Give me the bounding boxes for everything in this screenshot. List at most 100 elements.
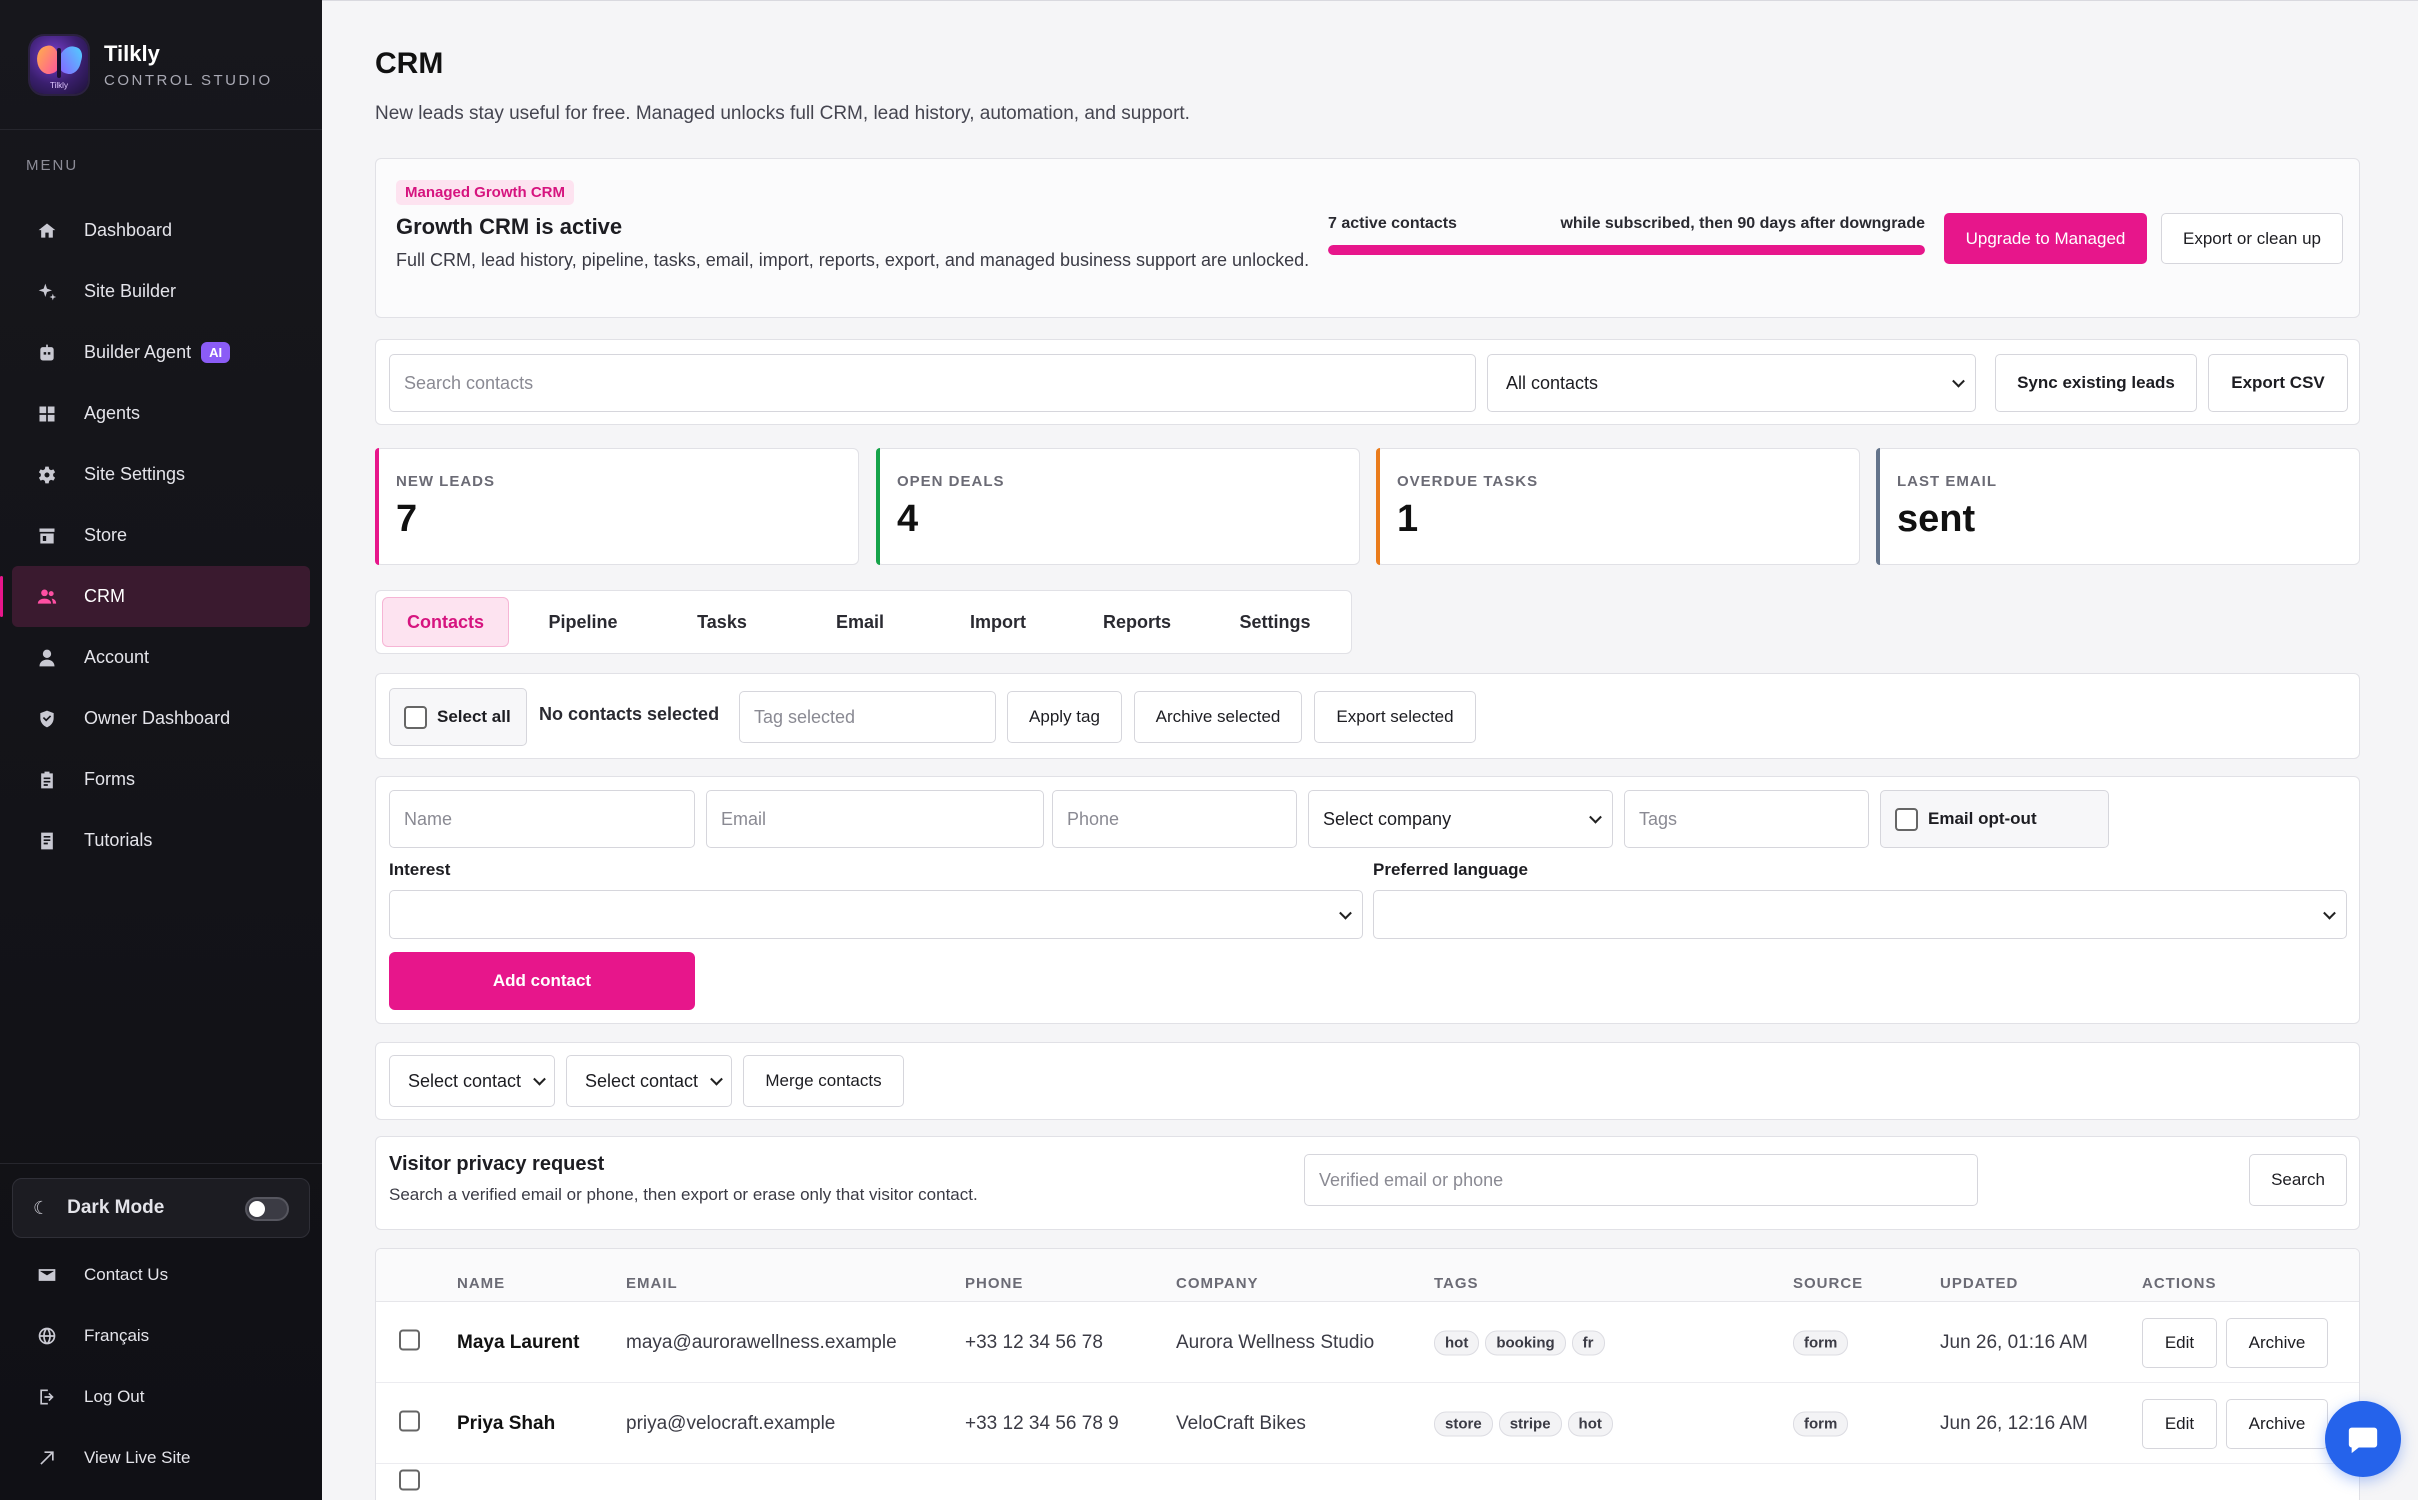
contact-name[interactable]: Maya Laurent: [457, 1331, 580, 1353]
tab-import[interactable]: Import: [970, 611, 1026, 632]
table-header: [376, 1249, 2359, 1302]
stat-new-leads: NEW LEADS 7: [375, 448, 859, 565]
contact-company: Aurora Wellness Studio: [1176, 1331, 1375, 1353]
select-all-control[interactable]: Select all: [389, 688, 527, 746]
sidebar-item-dashboard[interactable]: Dashboard: [0, 200, 322, 261]
stat-accent: [1376, 448, 1380, 565]
page-title: CRM: [375, 47, 444, 80]
bottom-nav: Contact Us Français Log Out View Live Si…: [0, 1244, 322, 1488]
upgrade-button[interactable]: Upgrade to Managed: [1944, 213, 2147, 264]
stat-value: 1: [1397, 498, 1419, 540]
sidebar-item-store[interactable]: Store: [0, 505, 322, 566]
row-checkbox[interactable]: [399, 1410, 420, 1431]
privacy-search-button[interactable]: Search: [2249, 1154, 2347, 1206]
dark-mode-switch[interactable]: [245, 1197, 289, 1221]
sidebar-item-view-live-site[interactable]: View Live Site: [0, 1427, 322, 1488]
tab-contacts[interactable]: Contacts: [382, 597, 509, 647]
stat-accent: [375, 448, 379, 565]
sidebar-item-language[interactable]: Français: [0, 1305, 322, 1366]
merge-select-a[interactable]: Select contact: [389, 1055, 555, 1107]
archive-button[interactable]: Archive: [2226, 1317, 2328, 1368]
archive-button[interactable]: Archive: [2226, 1398, 2328, 1449]
tag-selected-input[interactable]: Tag selected: [739, 691, 996, 743]
merge-select-b[interactable]: Select contact: [566, 1055, 732, 1107]
brand[interactable]: Tilkly Tilkly CONTROL STUDIO: [0, 0, 322, 130]
language-select[interactable]: [1373, 890, 2347, 939]
meter-fill: [1328, 245, 1925, 255]
logo-text: Tilkly: [50, 80, 68, 90]
apply-tag-button[interactable]: Apply tag: [1007, 691, 1122, 743]
interest-select[interactable]: [389, 890, 1363, 939]
row-checkbox[interactable]: [399, 1329, 420, 1350]
table-row: Priya Shah priya@velocraft.example +33 1…: [376, 1384, 2359, 1464]
chevron-down-icon: [2323, 906, 2336, 920]
company-select[interactable]: Select company: [1308, 790, 1613, 848]
stat-last-email: LAST EMAIL sent: [1876, 448, 2360, 565]
email-input[interactable]: Email: [706, 790, 1044, 848]
row-checkbox[interactable]: [399, 1469, 420, 1491]
edit-button[interactable]: Edit: [2142, 1317, 2217, 1368]
th-name: NAME: [457, 1275, 506, 1292]
clipboard-icon: [36, 769, 58, 791]
export-csv-button[interactable]: Export CSV: [2208, 354, 2348, 412]
tag-chip: hot: [1434, 1330, 1480, 1355]
contact-source: form: [1793, 1411, 1854, 1436]
privacy-request: Visitor privacy request Search a verifie…: [375, 1136, 2360, 1230]
sidebar-item-owner-dashboard[interactable]: Owner Dashboard: [0, 688, 322, 749]
merge-contacts-button[interactable]: Merge contacts: [743, 1055, 904, 1107]
email-opt-out-control[interactable]: Email opt-out: [1880, 790, 2109, 848]
sidebar-item-label: Contact Us: [84, 1264, 169, 1284]
tab-pipeline[interactable]: Pipeline: [548, 611, 618, 632]
sidebar-item-site-builder[interactable]: Site Builder: [0, 261, 322, 322]
dark-mode-toggle-row[interactable]: ☾ Dark Mode: [12, 1178, 310, 1238]
contact-name[interactable]: Priya Shah: [457, 1412, 556, 1434]
sidebar-item-site-settings[interactable]: Site Settings: [0, 444, 322, 505]
sidebar-item-account[interactable]: Account: [0, 627, 322, 688]
logout-icon: [36, 1386, 58, 1408]
sidebar-item-builder-agent[interactable]: Builder Agent AI: [0, 322, 322, 383]
chat-bubble-icon: [2348, 1427, 2378, 1454]
mail-icon: [36, 1264, 58, 1286]
edit-button[interactable]: Edit: [2142, 1398, 2217, 1449]
contact-source: form: [1793, 1330, 1854, 1355]
add-contact-button[interactable]: Add contact: [389, 952, 695, 1010]
tags-input[interactable]: Tags: [1624, 790, 1869, 848]
sidebar-item-label: View Live Site: [84, 1447, 191, 1467]
contact-company: VeloCraft Bikes: [1176, 1412, 1306, 1434]
tab-tasks[interactable]: Tasks: [697, 611, 747, 632]
sidebar-item-forms[interactable]: Forms: [0, 749, 322, 810]
sidebar-item-label: CRM: [84, 586, 125, 606]
bulk-actions: Select all No contacts selected Tag sele…: [375, 673, 2360, 759]
plan-tag: Managed Growth CRM: [396, 180, 574, 205]
sidebar-item-label: Dashboard: [84, 220, 173, 240]
contact-filter-select[interactable]: All contacts: [1487, 354, 1976, 412]
tag-chip: stripe: [1498, 1411, 1562, 1436]
brand-subtitle: CONTROL STUDIO: [104, 71, 273, 89]
sidebar-item-contact-us[interactable]: Contact Us: [0, 1244, 322, 1305]
merge-contacts: Select contact Select contact Merge cont…: [375, 1042, 2360, 1120]
sidebar-item-crm[interactable]: CRM: [0, 566, 310, 627]
sidebar-item-log-out[interactable]: Log Out: [0, 1366, 322, 1427]
select-all-checkbox[interactable]: [404, 705, 427, 729]
gear-icon: [36, 464, 58, 486]
ai-badge: AI: [201, 342, 231, 363]
tab-settings[interactable]: Settings: [1239, 611, 1311, 632]
menu-label: MENU: [26, 157, 79, 174]
tab-reports[interactable]: Reports: [1102, 611, 1171, 632]
archive-selected-button[interactable]: Archive selected: [1134, 691, 1302, 743]
export-selected-button[interactable]: Export selected: [1314, 691, 1476, 743]
sidebar-item-tutorials[interactable]: Tutorials: [0, 810, 322, 871]
table-row-partial: [376, 1465, 2359, 1500]
email-opt-out-checkbox[interactable]: [1895, 807, 1918, 831]
chat-launcher-button[interactable]: [2325, 1401, 2401, 1477]
sidebar-item-agents[interactable]: Agents: [0, 383, 322, 444]
verified-contact-input[interactable]: Verified email or phone: [1304, 1154, 1978, 1206]
tab-email[interactable]: Email: [835, 611, 885, 632]
chevron-down-icon: [1589, 810, 1602, 824]
name-input[interactable]: Name: [389, 790, 695, 848]
phone-input[interactable]: Phone: [1052, 790, 1297, 848]
sync-leads-button[interactable]: Sync existing leads: [1995, 354, 2197, 412]
search-input[interactable]: Search contacts: [389, 354, 1476, 412]
export-cleanup-button[interactable]: Export or clean up: [2161, 213, 2343, 264]
sidebar-item-label: Log Out: [84, 1386, 145, 1406]
